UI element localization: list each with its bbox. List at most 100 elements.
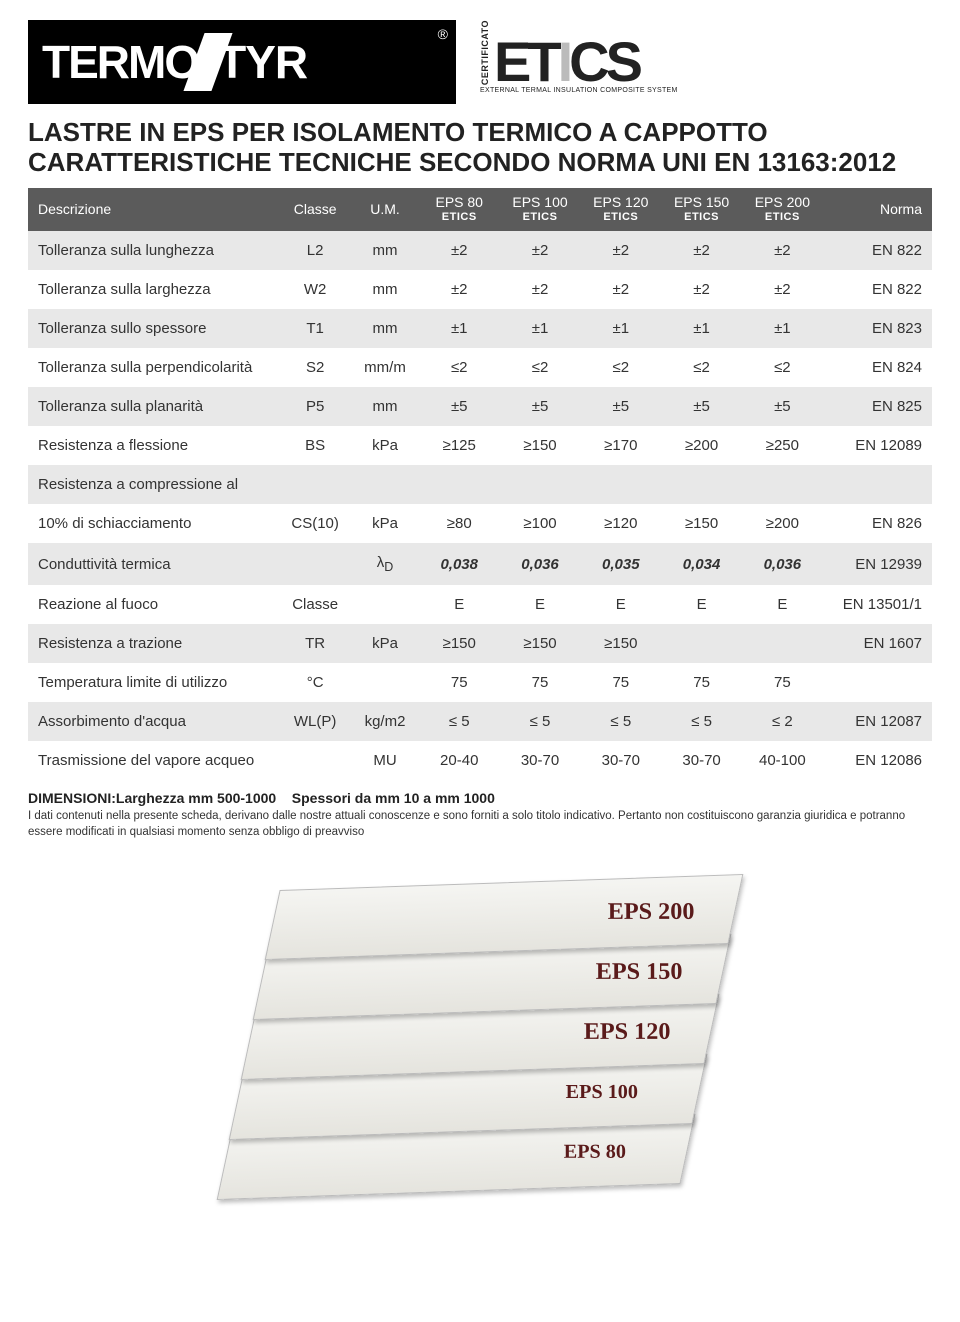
table-row: Assorbimento d'acquaWL(P)kg/m2≤ 5≤ 5≤ 5≤… bbox=[28, 702, 932, 741]
table-cell: Tolleranza sullo spessore bbox=[28, 309, 279, 348]
table-cell: λD bbox=[351, 543, 419, 585]
table-cell: MU bbox=[351, 741, 419, 780]
table-cell: ≥150 bbox=[500, 624, 581, 663]
table-cell: ≤ 5 bbox=[500, 702, 581, 741]
table-cell: EN 12089 bbox=[823, 426, 932, 465]
table-cell: ≥80 bbox=[419, 504, 500, 543]
table-cell: ≥170 bbox=[580, 426, 661, 465]
table-cell: EN 13501/1 bbox=[823, 585, 932, 624]
table-cell: ≤ 5 bbox=[580, 702, 661, 741]
table-cell: ±1 bbox=[742, 309, 823, 348]
table-cell: kg/m2 bbox=[351, 702, 419, 741]
table-row: Resistenza a flessioneBSkPa≥125≥150≥170≥… bbox=[28, 426, 932, 465]
page-title: LASTRE IN EPS PER ISOLAMENTO TERMICO A C… bbox=[28, 118, 932, 178]
table-cell: ±2 bbox=[500, 270, 581, 309]
col-eps100: EPS 100ETICS bbox=[500, 188, 581, 231]
table-cell: Conduttività termica bbox=[28, 543, 279, 585]
table-cell: 0,038 bbox=[419, 543, 500, 585]
table-cell: ±2 bbox=[661, 231, 742, 270]
table-cell: W2 bbox=[279, 270, 351, 309]
table-cell: Classe bbox=[279, 585, 351, 624]
table-cell: ≥200 bbox=[742, 504, 823, 543]
table-cell: T1 bbox=[279, 309, 351, 348]
table-cell: P5 bbox=[279, 387, 351, 426]
product-image: EPS 200 EPS 150 EPS 120 EPS 100 EPS 80 bbox=[28, 862, 932, 1192]
table-cell: EN 822 bbox=[823, 270, 932, 309]
table-cell: E bbox=[661, 585, 742, 624]
table-cell: ±2 bbox=[419, 231, 500, 270]
table-row: Resistenza a compressione al bbox=[28, 465, 932, 504]
table-cell: EN 824 bbox=[823, 348, 932, 387]
table-cell: ±1 bbox=[661, 309, 742, 348]
table-row: Conduttività termica λD0,038 0,036 0,0350,0… bbox=[28, 543, 932, 585]
table-cell: ≥150 bbox=[661, 504, 742, 543]
registered-icon: ® bbox=[438, 26, 448, 42]
table-cell: ±1 bbox=[419, 309, 500, 348]
table-cell: ±2 bbox=[500, 231, 581, 270]
table-cell: 0,035 bbox=[580, 543, 661, 585]
table-cell: 0,034 bbox=[661, 543, 742, 585]
table-cell bbox=[823, 465, 932, 504]
table-cell: 30-70 bbox=[580, 741, 661, 780]
table-cell: 75 bbox=[742, 663, 823, 702]
table-cell: EN 12939 bbox=[823, 543, 932, 585]
table-cell: E bbox=[742, 585, 823, 624]
table-cell: Tolleranza sulla larghezza bbox=[28, 270, 279, 309]
table-cell: ≤2 bbox=[742, 348, 823, 387]
table-cell: ±1 bbox=[500, 309, 581, 348]
table-row: Tolleranza sulla perpendicolaritàS2mm/m≤… bbox=[28, 348, 932, 387]
table-cell: 0,036 bbox=[742, 543, 823, 585]
table-cell: mm bbox=[351, 231, 419, 270]
dimensions-line: DIMENSIONI:Larghezza mm 500-1000 Spessor… bbox=[28, 790, 932, 806]
table-row: 10% di schiacciamentoCS(10)kPa≥80≥100≥12… bbox=[28, 504, 932, 543]
table-cell bbox=[279, 543, 351, 585]
table-cell: 30-70 bbox=[500, 741, 581, 780]
logo-etics: CERTIFICATO E T I C S EXTERNAL TERMAL IN… bbox=[480, 20, 678, 94]
table-cell: kPa bbox=[351, 624, 419, 663]
table-cell bbox=[351, 663, 419, 702]
col-eps120: EPS 120ETICS bbox=[580, 188, 661, 231]
table-cell bbox=[351, 585, 419, 624]
table-cell: kPa bbox=[351, 426, 419, 465]
table-row: Temperatura limite di utilizzo°C75757575… bbox=[28, 663, 932, 702]
table-cell: Tolleranza sulla lunghezza bbox=[28, 231, 279, 270]
etics-big-text: E T I C S bbox=[494, 38, 639, 86]
table-cell: ≥150 bbox=[419, 624, 500, 663]
table-cell: ≥120 bbox=[580, 504, 661, 543]
table-cell: Resistenza a flessione bbox=[28, 426, 279, 465]
table-cell: ±2 bbox=[742, 270, 823, 309]
table-cell: ≥125 bbox=[419, 426, 500, 465]
table-cell: ±5 bbox=[580, 387, 661, 426]
logo-text-tyr: TYR bbox=[218, 35, 307, 89]
table-cell: EN 822 bbox=[823, 231, 932, 270]
table-cell bbox=[661, 465, 742, 504]
table-cell: mm bbox=[351, 270, 419, 309]
table-cell: 10% di schiacciamento bbox=[28, 504, 279, 543]
table-cell: ≥200 bbox=[661, 426, 742, 465]
table-cell: Reazione al fuoco bbox=[28, 585, 279, 624]
table-cell: ≥150 bbox=[580, 624, 661, 663]
table-cell: EN 12086 bbox=[823, 741, 932, 780]
table-cell: ≤ 5 bbox=[661, 702, 742, 741]
table-cell: ±5 bbox=[661, 387, 742, 426]
col-eps80: EPS 80ETICS bbox=[419, 188, 500, 231]
table-cell: Resistenza a compressione al bbox=[28, 465, 279, 504]
table-row: Tolleranza sulla planaritàP5mm±5±5±5±5±5… bbox=[28, 387, 932, 426]
table-row: Reazione al fuocoClasseEEEEEEN 13501/1 bbox=[28, 585, 932, 624]
table-cell bbox=[823, 663, 932, 702]
table-cell bbox=[419, 465, 500, 504]
table-cell: Trasmissione del vapore acqueo bbox=[28, 741, 279, 780]
col-norma: Norma bbox=[823, 188, 932, 231]
table-cell: ±1 bbox=[580, 309, 661, 348]
table-cell: Tolleranza sulla planarità bbox=[28, 387, 279, 426]
table-cell: ≤ 2 bbox=[742, 702, 823, 741]
table-row: Tolleranza sulla larghezzaW2mm±2±2±2±2±2… bbox=[28, 270, 932, 309]
table-cell: EN 1607 bbox=[823, 624, 932, 663]
table-cell: ±2 bbox=[661, 270, 742, 309]
table-cell: E bbox=[580, 585, 661, 624]
logo-termostyr: TERMO TYR ® bbox=[28, 20, 456, 104]
table-cell: 75 bbox=[580, 663, 661, 702]
table-cell: ≤2 bbox=[419, 348, 500, 387]
etics-subtitle: EXTERNAL TERMAL INSULATION COMPOSITE SYS… bbox=[480, 87, 678, 94]
table-cell: ±2 bbox=[742, 231, 823, 270]
